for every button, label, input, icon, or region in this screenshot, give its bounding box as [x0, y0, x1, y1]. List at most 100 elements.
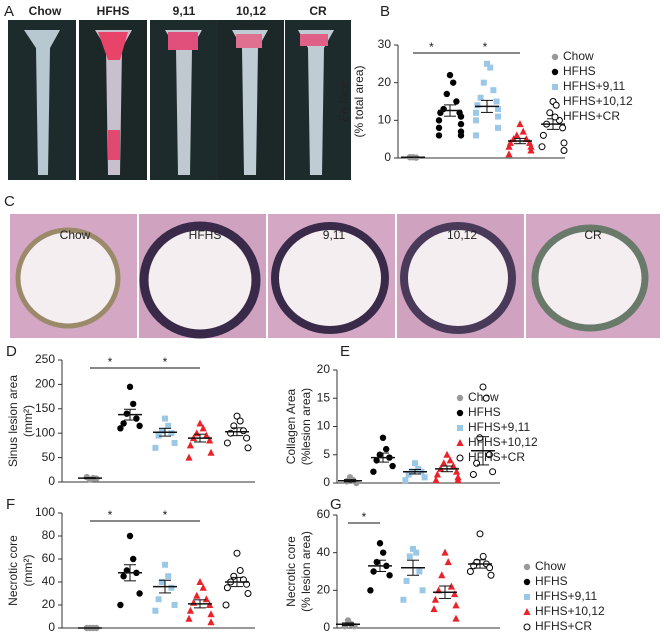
point [410, 545, 416, 552]
point [233, 412, 241, 420]
point [493, 98, 500, 105]
point [487, 64, 494, 71]
point [379, 434, 387, 441]
point [202, 431, 210, 439]
point [450, 79, 457, 86]
legend-label: HFHS+9,11 [535, 589, 597, 603]
point [476, 530, 484, 538]
point [473, 132, 479, 139]
lesion [300, 34, 328, 46]
y-axis-label: Necrotic core [6, 535, 20, 606]
point [431, 595, 439, 603]
point [452, 614, 460, 622]
point [402, 477, 409, 484]
point [123, 410, 130, 417]
photo-label: CR [309, 4, 327, 18]
y-tick-label: 0 [384, 150, 391, 164]
point [489, 468, 497, 476]
point [223, 584, 231, 592]
photo-label: Chow [60, 228, 91, 242]
point [519, 127, 527, 135]
point [559, 124, 567, 132]
point [453, 467, 461, 475]
y-tick-label: 0 [323, 620, 330, 634]
panel-label: A [4, 3, 14, 20]
point [457, 425, 463, 431]
point [546, 109, 554, 117]
point [495, 106, 501, 113]
aorta [298, 30, 334, 175]
point [482, 394, 490, 402]
point [400, 596, 407, 603]
point [523, 608, 531, 615]
point [456, 439, 464, 446]
point [236, 567, 244, 574]
point [158, 427, 165, 434]
point [438, 571, 446, 579]
significance-star: * [429, 40, 434, 54]
point [435, 124, 443, 132]
point [560, 139, 568, 147]
point [473, 117, 479, 124]
point [223, 439, 231, 447]
point [446, 71, 454, 79]
legend-label: HFHS+CR [468, 450, 525, 464]
y-axis-label: Necrotic core [284, 536, 298, 607]
point [430, 605, 438, 613]
y-axis-label: Collagen Area [284, 388, 298, 464]
aorta [165, 30, 202, 175]
point [527, 142, 535, 150]
point [539, 131, 547, 139]
point [560, 146, 568, 154]
point [416, 568, 423, 575]
lumen [400, 222, 516, 334]
point [193, 591, 201, 599]
point [413, 549, 420, 556]
point [155, 432, 162, 439]
point [386, 572, 393, 579]
point [120, 420, 127, 427]
point [117, 601, 124, 609]
point [440, 459, 448, 467]
significance-star: * [483, 40, 488, 54]
point [505, 142, 513, 150]
point [389, 462, 396, 470]
point [186, 606, 194, 614]
legend-label: Chow [563, 49, 594, 63]
point [447, 582, 455, 590]
point [152, 607, 159, 614]
point [162, 561, 168, 568]
y-tick-label: 0 [323, 475, 330, 489]
photo-label: Chow [29, 4, 62, 18]
legend-label: HFHS [468, 405, 501, 419]
y-tick-label: 15 [317, 390, 331, 404]
point [130, 400, 137, 408]
photo-label: 10,12 [447, 228, 477, 242]
panel-label: F [6, 496, 15, 513]
y-axis-label: En face [337, 81, 351, 122]
y-axis-label: (% total area) [352, 65, 366, 137]
point [527, 146, 535, 154]
point [516, 120, 524, 128]
point [466, 568, 474, 575]
significance-star: * [362, 510, 367, 524]
y-axis-label: (%lesion area) [299, 388, 313, 465]
legend-label: HFHS+9,11 [468, 420, 530, 434]
point [222, 601, 230, 609]
y-tick-label: 0 [48, 620, 55, 634]
point [490, 87, 497, 94]
point [474, 102, 481, 109]
y-tick-label: 150 [35, 401, 55, 415]
point [230, 572, 238, 580]
point [456, 454, 464, 462]
point [233, 549, 241, 557]
point [120, 573, 127, 580]
point [380, 549, 387, 556]
point [152, 444, 159, 451]
point [193, 429, 201, 437]
y-tick-label: 100 [35, 425, 55, 439]
photo-label: 9,11 [173, 4, 196, 18]
point [523, 623, 531, 631]
legend-label: Chow [535, 559, 566, 573]
point [443, 450, 451, 458]
